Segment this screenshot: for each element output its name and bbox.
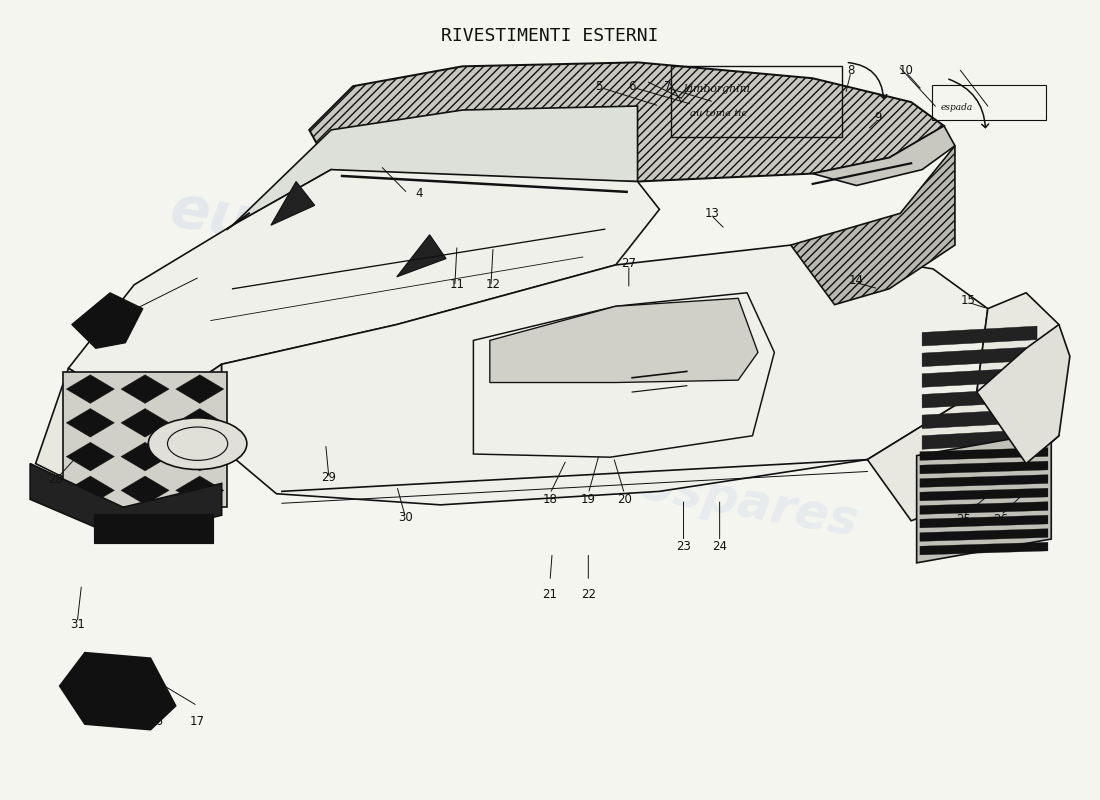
- Polygon shape: [121, 409, 169, 437]
- Text: espada: espada: [940, 103, 974, 112]
- Polygon shape: [922, 326, 1037, 346]
- Text: 6: 6: [628, 80, 636, 93]
- Polygon shape: [121, 442, 169, 471]
- Polygon shape: [922, 491, 1037, 511]
- Polygon shape: [922, 430, 1037, 450]
- Polygon shape: [922, 470, 1037, 490]
- Polygon shape: [922, 450, 1037, 470]
- Polygon shape: [176, 476, 224, 505]
- Polygon shape: [232, 106, 638, 226]
- Polygon shape: [68, 170, 659, 416]
- Text: 1: 1: [109, 314, 116, 327]
- Polygon shape: [920, 488, 1048, 501]
- Polygon shape: [920, 529, 1048, 542]
- Polygon shape: [35, 364, 222, 507]
- Text: 5: 5: [595, 80, 603, 93]
- Polygon shape: [66, 374, 114, 403]
- Text: 17: 17: [190, 715, 205, 728]
- Polygon shape: [66, 409, 114, 437]
- Text: 24: 24: [712, 541, 727, 554]
- Text: 11: 11: [450, 278, 464, 291]
- Polygon shape: [59, 653, 176, 730]
- Polygon shape: [271, 182, 315, 226]
- Polygon shape: [977, 325, 1070, 463]
- Polygon shape: [63, 372, 227, 507]
- Polygon shape: [922, 367, 1037, 387]
- Text: 14: 14: [849, 274, 864, 287]
- Text: 20: 20: [617, 493, 631, 506]
- Polygon shape: [916, 432, 1052, 563]
- Text: 7: 7: [664, 80, 672, 93]
- Polygon shape: [920, 502, 1048, 514]
- Text: 28: 28: [48, 473, 63, 486]
- FancyBboxPatch shape: [94, 514, 213, 543]
- Polygon shape: [920, 542, 1048, 555]
- Polygon shape: [66, 476, 114, 505]
- Polygon shape: [72, 293, 143, 348]
- Ellipse shape: [148, 418, 246, 470]
- Polygon shape: [176, 409, 224, 437]
- Text: 23: 23: [676, 541, 691, 554]
- Text: 15: 15: [960, 294, 976, 307]
- Text: 22: 22: [581, 588, 596, 601]
- Text: 4: 4: [415, 187, 422, 200]
- Text: lamborghini: lamborghini: [683, 84, 750, 94]
- Text: 13: 13: [704, 207, 719, 220]
- Text: eurospares: eurospares: [544, 445, 862, 546]
- Polygon shape: [920, 448, 1048, 460]
- Polygon shape: [66, 442, 114, 471]
- Polygon shape: [922, 388, 1037, 408]
- Polygon shape: [791, 146, 955, 305]
- Polygon shape: [922, 409, 1037, 429]
- Polygon shape: [920, 461, 1048, 474]
- Text: eurospares: eurospares: [166, 181, 540, 302]
- Polygon shape: [121, 476, 169, 505]
- Text: 25: 25: [956, 513, 971, 526]
- Text: 29: 29: [321, 471, 337, 484]
- Polygon shape: [922, 346, 1037, 366]
- Polygon shape: [813, 126, 955, 186]
- Polygon shape: [920, 515, 1048, 528]
- Text: 30: 30: [398, 511, 412, 524]
- Polygon shape: [397, 234, 446, 277]
- Polygon shape: [121, 374, 169, 403]
- Text: 16: 16: [148, 715, 164, 728]
- Text: 27: 27: [621, 257, 636, 270]
- Polygon shape: [222, 245, 988, 505]
- Text: 19: 19: [581, 493, 596, 506]
- Text: au toma tic: au toma tic: [690, 109, 747, 118]
- Text: 8: 8: [847, 64, 855, 77]
- Polygon shape: [868, 293, 1059, 521]
- Polygon shape: [176, 374, 224, 403]
- Text: 12: 12: [485, 278, 501, 291]
- Polygon shape: [176, 442, 224, 471]
- Text: 9: 9: [874, 111, 882, 125]
- Text: 21: 21: [542, 588, 558, 601]
- Polygon shape: [309, 62, 944, 182]
- Text: 26: 26: [993, 513, 1009, 526]
- Text: 10: 10: [899, 64, 913, 77]
- Text: RIVESTIMENTI ESTERNI: RIVESTIMENTI ESTERNI: [441, 26, 659, 45]
- Polygon shape: [30, 463, 222, 539]
- Polygon shape: [920, 474, 1048, 487]
- Polygon shape: [490, 298, 758, 382]
- Text: 18: 18: [542, 493, 558, 506]
- Text: 31: 31: [69, 618, 85, 630]
